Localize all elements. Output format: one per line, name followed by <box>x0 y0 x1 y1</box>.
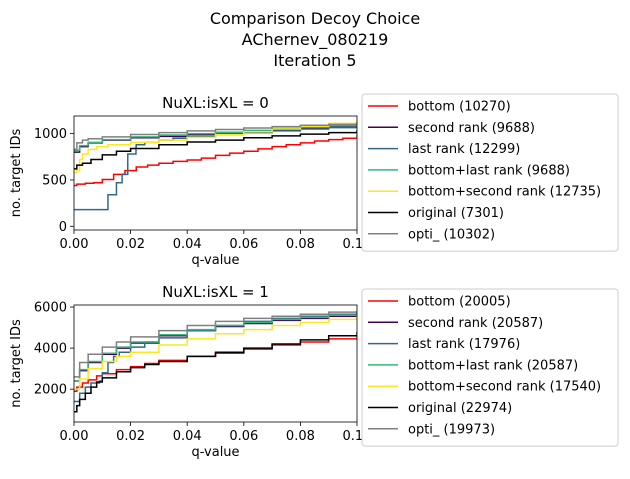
figure-title-line-1: Comparison Decoy Choice <box>210 9 420 28</box>
subplot-title: NuXL:isXL = 0 <box>162 94 269 112</box>
y-tick-label: 6000 <box>34 301 67 316</box>
legend-entry-2: last rank (12299) <box>408 142 520 157</box>
series-line-2 <box>74 311 357 403</box>
x-axis-label: q-value <box>191 445 239 460</box>
legend-entry-4: bottom+second rank (12735) <box>408 185 601 200</box>
legend-entry-1: second rank (20587) <box>408 316 543 331</box>
y-tick-label: 500 <box>42 173 67 188</box>
legend: bottom (10270) second rank (9688) last ran… <box>361 93 619 252</box>
legend-entry-2: last rank (17976) <box>408 337 520 352</box>
legend-entry-0: bottom (20005) <box>408 295 511 310</box>
x-tick-label: 0.04 <box>173 237 202 252</box>
x-tick-label: 0.00 <box>60 237 89 252</box>
axes-frame <box>73 115 358 231</box>
legend-entry-4: bottom+second rank (17540) <box>408 380 601 395</box>
legend-entry-3: bottom+last rank (20587) <box>408 358 578 373</box>
series-line-5 <box>74 130 357 170</box>
legend-entry-6: opti_ (19973) <box>408 422 495 437</box>
x-tick-label: 0.08 <box>286 429 315 444</box>
x-tick-label: 0.06 <box>229 429 258 444</box>
y-tick-label: 1000 <box>34 127 67 142</box>
x-axis-label: q-value <box>191 253 239 268</box>
y-axis-label: no. target IDs <box>9 319 24 408</box>
legend-entry-3: bottom+last rank (9688) <box>408 163 570 178</box>
legend: bottom (20005) second rank (20587) last ra… <box>361 288 619 447</box>
series-line-6 <box>74 122 357 151</box>
subplot-title: NuXL:isXL = 1 <box>162 283 269 301</box>
y-tick-label: 2000 <box>34 383 67 398</box>
legend-entry-6: opti_ (10302) <box>408 227 495 242</box>
axes-frame <box>73 304 358 423</box>
x-tick-label: 0.00 <box>60 429 89 444</box>
subplot-isxl-1: 0.00 0.02 0.04 0.06 0.08 0.10200040006000NuXL… <box>9 283 619 460</box>
x-tick-label: 0.06 <box>229 237 258 252</box>
subplot-isxl-0: 0.00 0.02 0.04 0.06 0.08 0.1005001000NuXL:isX… <box>9 93 619 268</box>
series-line-3 <box>74 123 357 152</box>
series-line-0 <box>74 135 357 187</box>
legend-entry-0: bottom (10270) <box>408 100 511 115</box>
series-lines <box>74 120 357 211</box>
legend-entry-5: original (7301) <box>408 206 504 221</box>
legend-entry-1: second rank (9688) <box>408 121 535 136</box>
series-line-4 <box>74 315 357 390</box>
x-tick-label: 0.04 <box>173 429 202 444</box>
x-tick-label: 0.02 <box>116 237 145 252</box>
legend-frame <box>361 93 619 252</box>
y-axis-label: no. target IDs <box>9 129 24 218</box>
figure-title: Comparison Decoy Choice AChernev_080219 … <box>210 9 420 70</box>
figure-title-line-3: Iteration 5 <box>273 51 356 70</box>
x-tick-label: 0.08 <box>286 237 315 252</box>
series-line-5 <box>74 331 357 413</box>
figure-title-line-2: AChernev_080219 <box>242 30 389 50</box>
legend-frame <box>361 288 619 447</box>
y-tick-label: 0 <box>59 220 67 235</box>
legend-entry-5: original (22974) <box>408 401 512 416</box>
series-line-6 <box>74 310 357 378</box>
series-lines <box>74 310 357 413</box>
x-tick-label: 0.02 <box>116 429 145 444</box>
series-line-3 <box>74 312 357 382</box>
y-tick-label: 4000 <box>34 342 67 357</box>
